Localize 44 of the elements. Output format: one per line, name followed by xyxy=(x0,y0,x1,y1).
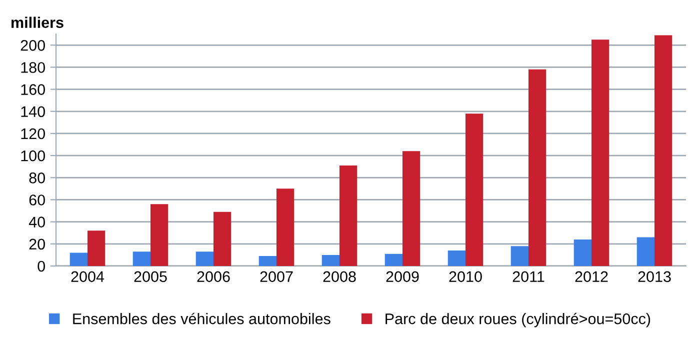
bar xyxy=(340,166,358,266)
bar xyxy=(70,252,88,266)
bar xyxy=(214,212,232,266)
bar xyxy=(276,188,294,266)
bar xyxy=(592,40,610,266)
y-tick-label: 160 xyxy=(21,84,45,95)
bar xyxy=(510,246,528,266)
bar xyxy=(466,114,484,266)
legend-label: Ensembles des véhicules automobiles xyxy=(73,312,330,324)
bar xyxy=(636,237,654,266)
bar xyxy=(448,250,466,266)
bar xyxy=(528,69,546,266)
bar xyxy=(132,252,150,266)
x-tick-label: 2009 xyxy=(386,271,419,282)
y-tick-label: 100 xyxy=(21,150,45,162)
y-tick-label: 60 xyxy=(29,194,45,206)
y-tick-label: 40 xyxy=(28,216,45,228)
x-tick-label: 2006 xyxy=(197,271,230,282)
y-tick-label: 0 xyxy=(38,260,45,272)
bar xyxy=(402,151,420,266)
x-tick-label: 2010 xyxy=(449,271,482,282)
x-tick-label: 2007 xyxy=(260,271,293,282)
bar xyxy=(196,252,214,266)
x-tick-label: 2012 xyxy=(575,271,608,282)
legend-label: Parc de deux roues (cylindré>ou=50cc) xyxy=(386,312,650,328)
y-tick-label: 20 xyxy=(29,238,45,250)
y-tick-label: 80 xyxy=(29,172,45,184)
bar xyxy=(88,230,106,266)
y-tick-label: 140 xyxy=(21,106,45,118)
bar xyxy=(654,35,672,266)
y-axis-title: milliers xyxy=(12,16,64,28)
y-tick-label: 120 xyxy=(21,128,45,140)
y-tick-label: 200 xyxy=(20,40,45,51)
x-tick-label: 2013 xyxy=(638,271,671,282)
bar xyxy=(384,254,402,266)
x-tick-label: 2011 xyxy=(512,271,544,282)
x-tick-label: 2008 xyxy=(323,271,356,282)
x-tick-label: 2004 xyxy=(71,271,104,282)
bar xyxy=(322,254,340,266)
bar xyxy=(150,204,168,266)
y-tick-label: 180 xyxy=(21,62,45,73)
bar xyxy=(258,256,276,266)
x-tick-label: 2005 xyxy=(134,271,167,282)
bar xyxy=(574,239,592,266)
